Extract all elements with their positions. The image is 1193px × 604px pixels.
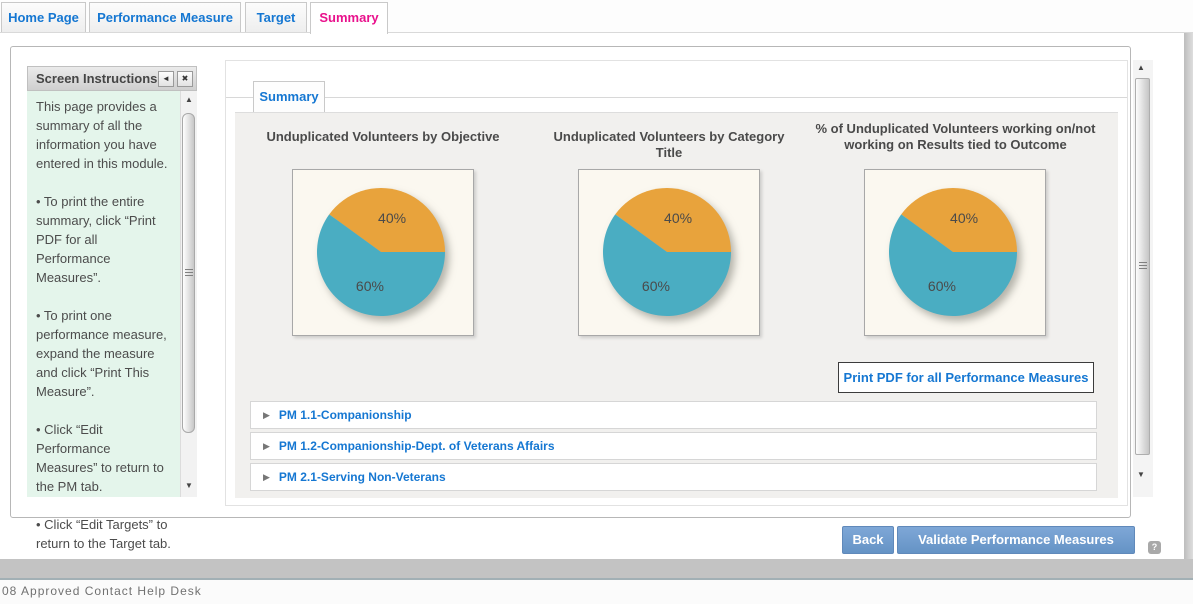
- chart-title-category: Unduplicated Volunteers by Category Titl…: [553, 129, 785, 160]
- tab-summary[interactable]: Summary: [310, 2, 388, 34]
- bottom-gray-bar: [0, 559, 1193, 578]
- svg-text:60%: 60%: [642, 278, 670, 294]
- page-scrollbar[interactable]: [1184, 33, 1193, 559]
- pm-row-2-1[interactable]: ▶ PM 2.1-Serving Non-Veterans: [250, 463, 1097, 491]
- summary-inner-tab[interactable]: Summary: [253, 81, 325, 112]
- back-button[interactable]: Back: [842, 526, 894, 554]
- svg-text:40%: 40%: [378, 210, 406, 226]
- tab-home-page[interactable]: Home Page: [1, 2, 86, 32]
- pm-row-label: PM 2.1-Serving Non-Veterans: [278, 470, 446, 484]
- instructions-scrollbar[interactable]: ▲ ▼: [180, 91, 197, 497]
- svg-text:40%: 40%: [664, 210, 692, 226]
- scroll-up-icon[interactable]: ▲: [185, 95, 193, 104]
- content-scrollbar[interactable]: ▲ ▼: [1133, 60, 1153, 497]
- expand-icon[interactable]: ▶: [263, 440, 270, 451]
- instructions-paragraph: This page provides a summary of all the …: [36, 99, 168, 171]
- scroll-grip-icon: [1138, 262, 1147, 271]
- pie-chart-category: 40% 60%: [603, 188, 731, 316]
- tab-target[interactable]: Target: [245, 2, 307, 32]
- screen-instructions-title: Screen Instructions: [36, 71, 158, 86]
- screen-instructions-header: Screen Instructions ◄ ✖: [27, 66, 197, 91]
- content-scroll-thumb[interactable]: [1135, 78, 1150, 455]
- content-panel: Screen Instructions ◄ ✖ This page provid…: [10, 46, 1153, 551]
- svg-text:60%: 60%: [356, 278, 384, 294]
- pm-row-label: PM 1.1-Companionship: [278, 408, 412, 422]
- scroll-down-icon[interactable]: ▼: [185, 481, 193, 490]
- collapse-left-icon[interactable]: ◄: [158, 70, 174, 87]
- pie-chart-objective: 40% 60%: [317, 188, 445, 316]
- tab-performance-measure[interactable]: Performance Measure: [89, 2, 241, 32]
- chart-title-objective: Unduplicated Volunteers by Objective: [266, 129, 500, 144]
- top-tab-bar: Home Page Performance Measure Target Sum…: [0, 0, 1193, 34]
- pie-chart-box-outcome: 40% 60%: [864, 169, 1046, 336]
- status-bar: 08 Approved Contact Help Desk: [0, 578, 1193, 604]
- summary-region: Summary Unduplicated Volunteers by Objec…: [225, 60, 1128, 506]
- pm-row-1-2[interactable]: ▶ PM 1.2-Companionship-Dept. of Veterans…: [250, 432, 1097, 460]
- tab-divider-line: [226, 97, 1127, 98]
- status-text: 08 Approved Contact Help Desk: [2, 584, 202, 598]
- close-icon[interactable]: ✖: [177, 70, 193, 87]
- pm-row-1-1[interactable]: ▶ PM 1.1-Companionship: [250, 401, 1097, 429]
- instructions-paragraph: • To print one performance measure, expa…: [36, 308, 167, 399]
- svg-text:60%: 60%: [928, 278, 956, 294]
- help-icon[interactable]: ?: [1148, 541, 1161, 554]
- scroll-grip-icon: [184, 268, 193, 278]
- chart-title-outcome: % of Unduplicated Volunteers working on/…: [815, 121, 1096, 152]
- svg-text:40%: 40%: [950, 210, 978, 226]
- pie-chart-box-category: 40% 60%: [578, 169, 760, 336]
- scroll-up-icon[interactable]: ▲: [1137, 63, 1145, 72]
- expand-icon[interactable]: ▶: [263, 471, 270, 482]
- pie-chart-outcome: 40% 60%: [889, 188, 1017, 316]
- instructions-paragraph: • To print the entire summary, click “Pr…: [36, 194, 156, 285]
- instructions-scroll-thumb[interactable]: [182, 113, 195, 433]
- instructions-text: This page provides a summary of all the …: [27, 91, 179, 572]
- expand-icon[interactable]: ▶: [263, 409, 270, 420]
- validate-performance-measures-button[interactable]: Validate Performance Measures: [897, 526, 1135, 554]
- pm-row-label: PM 1.2-Companionship-Dept. of Veterans A…: [278, 439, 555, 453]
- instructions-paragraph: • Click “Edit Targets” to return to the …: [36, 517, 171, 551]
- print-pdf-button[interactable]: Print PDF for all Performance Measures: [838, 362, 1094, 393]
- screen-instructions-body: This page provides a summary of all the …: [27, 91, 197, 551]
- summary-content: Unduplicated Volunteers by Objective Und…: [235, 112, 1118, 498]
- instructions-paragraph: • Click “Edit Performance Measures” to r…: [36, 422, 164, 494]
- pie-chart-box-objective: 40% 60%: [292, 169, 474, 336]
- scroll-down-icon[interactable]: ▼: [1137, 470, 1145, 479]
